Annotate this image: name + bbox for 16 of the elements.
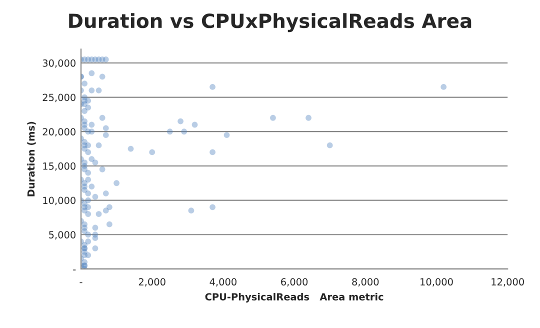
x-tick-label: 10,000: [420, 278, 453, 287]
x-tick-label: 2,000: [138, 278, 166, 287]
chart-title: Duration vs CPUxPhysicalReads Area: [69, 13, 472, 32]
y-axis-title: Duration (ms): [27, 122, 36, 196]
y-tick-label: 5,000: [49, 231, 76, 240]
x-tick-label: 8,000: [352, 278, 379, 287]
y-tick-label: 30,000: [42, 59, 76, 68]
y-tick-label: 10,000: [43, 196, 76, 206]
x-tick-label: 6,000: [281, 278, 308, 287]
x-tick-label: 12,000: [492, 278, 524, 287]
y-tick-label: 25,000: [42, 94, 76, 102]
x-tick-label: 4,000: [210, 278, 236, 287]
y-tick-label: 20,000: [42, 128, 76, 136]
y-tick-label: 15,000: [43, 162, 76, 171]
x-axis-title: CPU-PhysicalReads Area metric: [205, 292, 384, 302]
x-tick-label: -: [80, 282, 82, 284]
